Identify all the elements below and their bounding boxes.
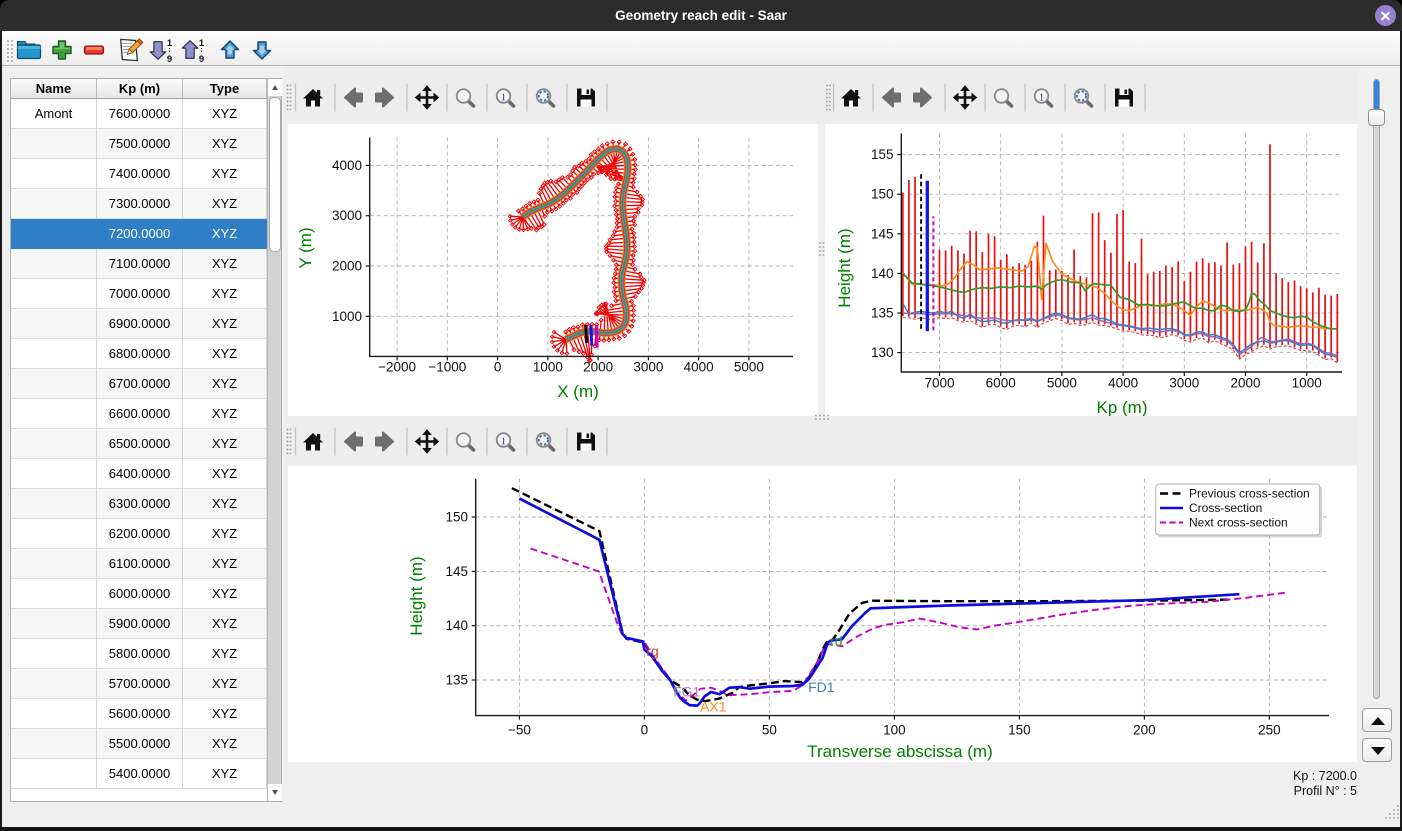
svg-text:Cross-section: Cross-section <box>1189 501 1262 515</box>
svg-text:X (m): X (m) <box>557 382 599 401</box>
svg-text:9: 9 <box>199 54 204 65</box>
svg-text:155: 155 <box>871 147 894 162</box>
svg-text:Height (m): Height (m) <box>835 228 854 307</box>
svg-text:140: 140 <box>445 618 468 633</box>
svg-text:100: 100 <box>883 723 906 738</box>
svg-text:rd: rd <box>830 633 842 649</box>
svg-text:4000: 4000 <box>1108 376 1138 391</box>
svg-text:1000: 1000 <box>533 360 563 375</box>
svg-text:4000: 4000 <box>332 158 362 173</box>
svg-text:135: 135 <box>871 306 894 321</box>
svg-text:5000: 5000 <box>1047 376 1077 391</box>
svg-text:AX1: AX1 <box>700 699 727 715</box>
svg-text:−50: −50 <box>508 723 531 738</box>
svg-text:5000: 5000 <box>734 360 764 375</box>
svg-text:50: 50 <box>762 723 777 738</box>
svg-text:Height (m): Height (m) <box>407 556 426 635</box>
svg-text:1: 1 <box>501 436 507 448</box>
svg-text:9: 9 <box>167 54 172 65</box>
svg-text:1000: 1000 <box>332 309 362 324</box>
svg-text:rg: rg <box>646 643 658 659</box>
svg-text:0: 0 <box>494 360 502 375</box>
svg-text:140: 140 <box>871 266 894 281</box>
svg-text:Y (m): Y (m) <box>296 227 315 268</box>
svg-text:1: 1 <box>1039 92 1045 104</box>
svg-text:150: 150 <box>1008 723 1031 738</box>
svg-text:150: 150 <box>871 187 894 202</box>
svg-text:1: 1 <box>501 92 507 104</box>
svg-text:Next cross-section: Next cross-section <box>1189 516 1288 530</box>
svg-text:FD1: FD1 <box>808 679 835 695</box>
svg-text:145: 145 <box>445 564 468 579</box>
svg-text:250: 250 <box>1258 723 1281 738</box>
svg-text:−1000: −1000 <box>428 360 466 375</box>
svg-text:130: 130 <box>871 345 894 360</box>
svg-text:Previous cross-section: Previous cross-section <box>1189 487 1310 501</box>
svg-text:3000: 3000 <box>332 208 362 223</box>
svg-text:1: 1 <box>167 38 173 49</box>
svg-text:2000: 2000 <box>583 360 613 375</box>
svg-text:3000: 3000 <box>1169 376 1199 391</box>
svg-text:0: 0 <box>641 723 649 738</box>
svg-text:200: 200 <box>1133 723 1156 738</box>
svg-text:150: 150 <box>445 510 468 525</box>
svg-text:6000: 6000 <box>986 376 1016 391</box>
svg-text:1: 1 <box>199 38 205 49</box>
svg-text:Transverse abscissa (m): Transverse abscissa (m) <box>807 742 992 761</box>
svg-text:3000: 3000 <box>633 360 663 375</box>
svg-text:Kp (m): Kp (m) <box>1097 398 1148 416</box>
svg-text:7000: 7000 <box>924 376 954 391</box>
svg-text:145: 145 <box>871 226 894 241</box>
svg-text:135: 135 <box>445 673 468 688</box>
svg-text:4000: 4000 <box>684 360 714 375</box>
svg-text:2000: 2000 <box>332 259 362 274</box>
svg-text:−2000: −2000 <box>378 360 416 375</box>
svg-text:1000: 1000 <box>1292 376 1322 391</box>
svg-text:FG1: FG1 <box>673 683 700 699</box>
svg-text:2000: 2000 <box>1230 376 1260 391</box>
